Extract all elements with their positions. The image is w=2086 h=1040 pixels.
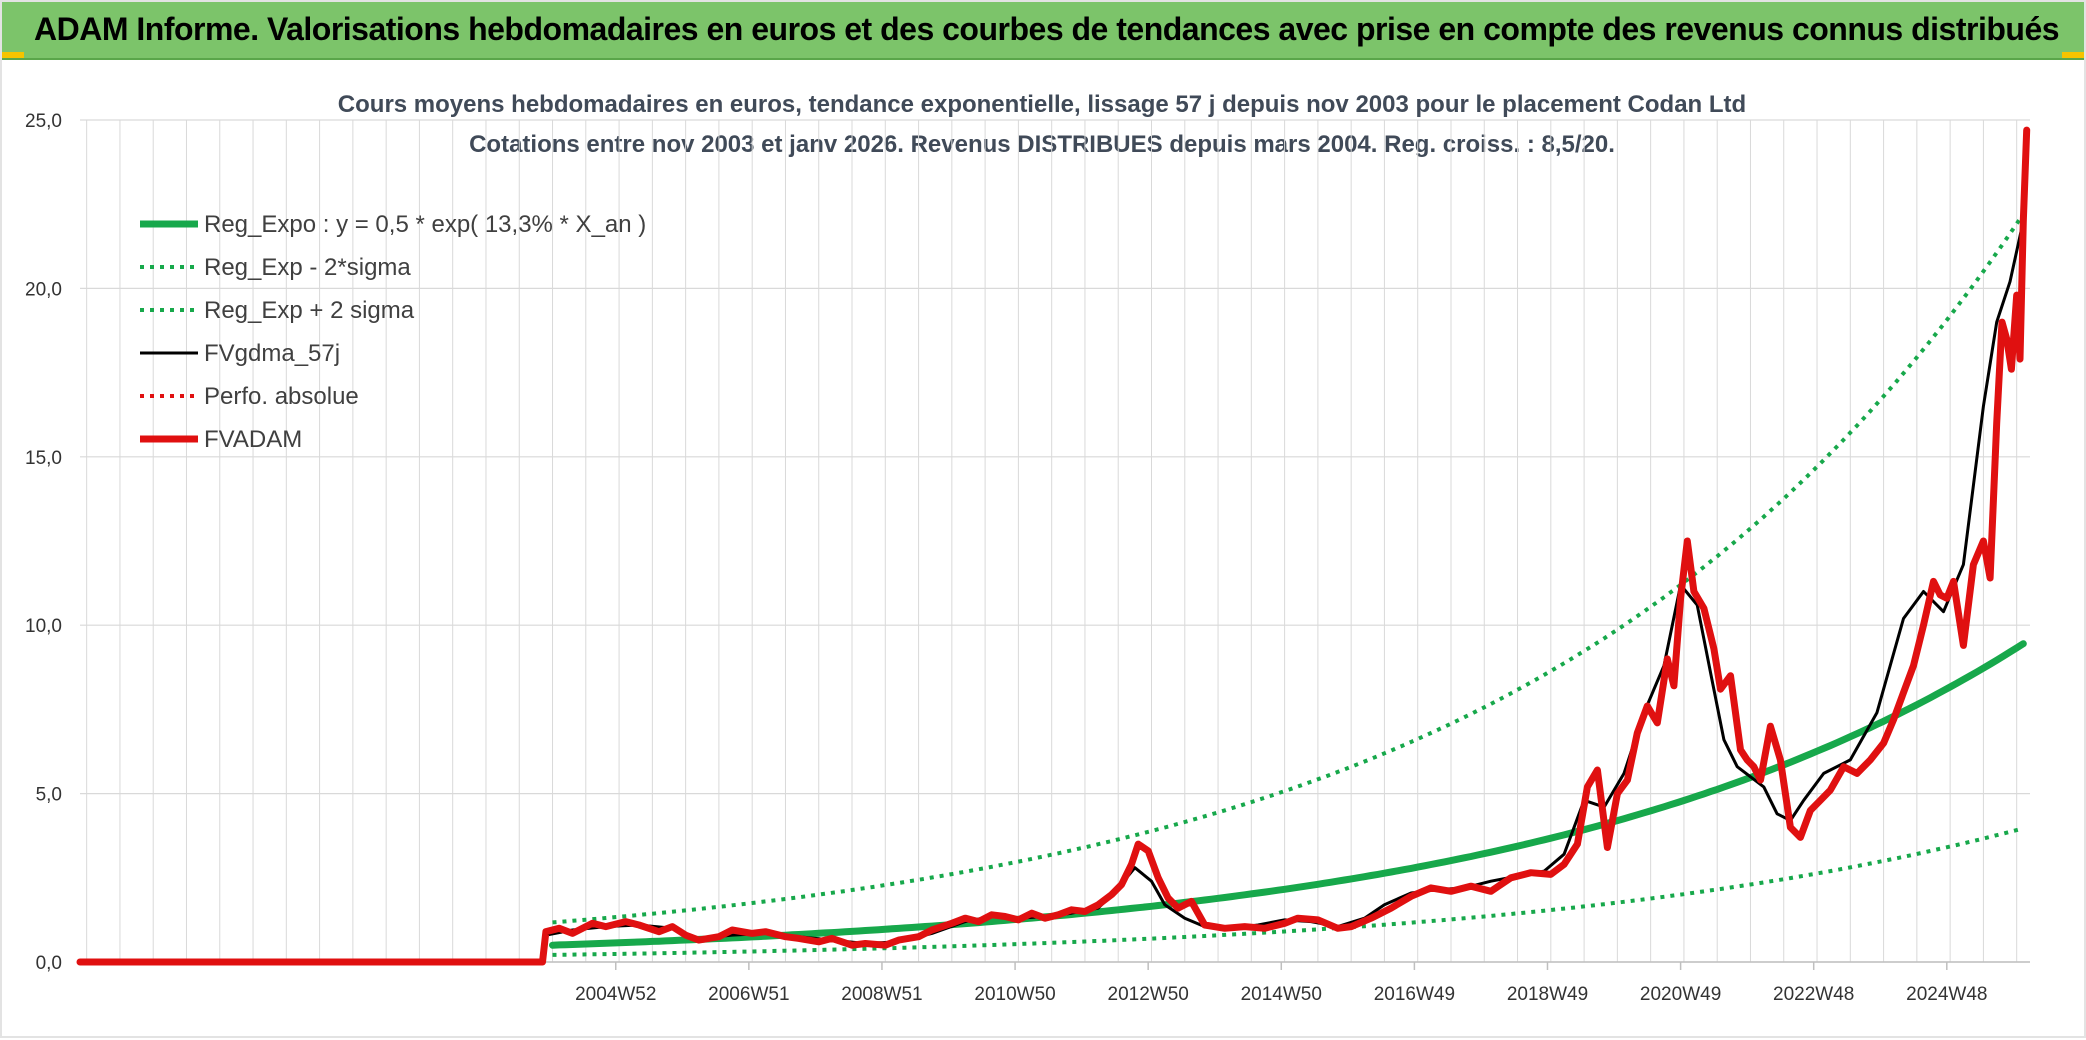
x-tick-label: 2010W50 [974, 984, 1055, 1005]
axes: 0,0 5,0 10,0 15,0 20,0 25,0 2004W52 2006W51 2008… [25, 111, 2030, 1005]
y-tick-label: 0,0 [36, 953, 62, 974]
legend-label-1: Reg_Exp - 2*sigma [204, 254, 411, 281]
x-tick-label: 2018W49 [1507, 984, 1588, 1005]
report-title: ADAM Informe. Valorisations hebdomadaire… [34, 11, 2060, 47]
y-tick-label: 25,0 [25, 111, 62, 132]
corner-tab-right [2062, 52, 2084, 58]
series-layer [76, 126, 2031, 966]
series-line-5 [76, 126, 2031, 966]
y-tick-label: 15,0 [25, 448, 62, 469]
legend-label-2: Reg_Exp + 2 sigma [204, 297, 415, 324]
corner-tab-left [2, 52, 24, 58]
legend: Reg_Expo : y = 0,5 * exp( 13,3% * X_an )… [140, 211, 646, 453]
legend-label-5: FVADAM [204, 426, 302, 453]
series-line-2 [552, 212, 2025, 925]
y-tick-label: 20,0 [25, 279, 62, 300]
x-tick-label: 2024W48 [1906, 984, 1987, 1005]
legend-label-4: Perfo. absolue [204, 383, 359, 410]
x-tick-label: 2014W50 [1241, 984, 1322, 1005]
x-tick-label: 2022W48 [1773, 984, 1854, 1005]
y-tick-label: 10,0 [25, 616, 62, 637]
x-tick-label: 2016W49 [1374, 984, 1455, 1005]
gridlines [80, 119, 2030, 963]
x-tick-label: 2004W52 [575, 984, 656, 1005]
legend-label-0: Reg_Expo : y = 0,5 * exp( 13,3% * X_an ) [204, 211, 646, 238]
chart-subtitle: Cotations entre nov 2003 et janv 2026. R… [469, 131, 1615, 158]
x-tick-label: 2012W50 [1108, 984, 1189, 1005]
x-tick-label: 2008W51 [841, 984, 922, 1005]
y-tick-label: 5,0 [36, 785, 62, 806]
report-banner: ADAM Informe. Valorisations hebdomadaire… [2, 2, 2084, 60]
x-tick-label: 2006W51 [708, 984, 789, 1005]
chart-title: Cours moyens hebdomadaires en euros, ten… [338, 91, 1746, 118]
legend-label-3: FVgdma_57j [204, 340, 340, 367]
x-tick-label: 2020W49 [1640, 984, 1721, 1005]
